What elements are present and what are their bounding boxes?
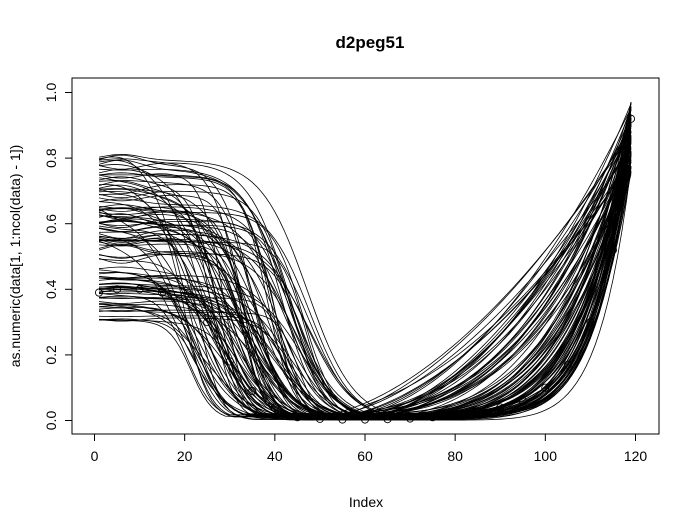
data-point-marker — [406, 414, 415, 423]
data-point-marker — [360, 415, 370, 424]
series-line — [98, 105, 632, 418]
y-tick-label: 0.4 — [43, 279, 59, 299]
series-line — [98, 157, 632, 419]
series-line — [99, 138, 632, 417]
x-axis-label: Index — [349, 494, 383, 510]
data-point-marker — [180, 291, 189, 300]
x-tick-label: 60 — [357, 448, 373, 464]
series-line — [98, 133, 632, 418]
data-point-marker — [563, 360, 572, 369]
x-tick-label: 100 — [534, 448, 558, 464]
series-layer — [98, 101, 632, 421]
data-point-marker — [203, 318, 212, 327]
series-line — [98, 161, 632, 417]
series-line — [98, 159, 632, 417]
highlighted-series-line — [98, 118, 632, 421]
x-axis: 0 20 40 60 80 100 120 — [91, 433, 648, 464]
x-tick-label: 20 — [177, 448, 193, 464]
series-line — [98, 104, 632, 418]
data-point-marker — [541, 383, 550, 392]
y-tick-label: 1.0 — [43, 83, 59, 103]
y-tick-label: 0.0 — [43, 411, 59, 431]
plot-box — [71, 77, 660, 435]
data-point-marker — [608, 245, 618, 254]
data-point-marker — [496, 403, 505, 412]
series-line — [98, 165, 632, 420]
data-point-marker — [248, 386, 257, 396]
y-axis-label: as.numeric(data[1, 1:ncol(data) - 1]) — [7, 145, 23, 368]
series-line — [98, 124, 632, 419]
data-point-marker — [428, 413, 437, 422]
series-line — [99, 125, 632, 416]
x-tick-label: 0 — [91, 448, 99, 464]
x-tick-label: 120 — [624, 448, 648, 464]
data-point-marker — [626, 114, 636, 123]
data-point-marker — [518, 396, 527, 405]
data-point-marker — [293, 413, 302, 422]
data-point-marker — [225, 357, 234, 366]
series-line — [98, 161, 632, 416]
y-tick-label: 0.8 — [43, 148, 59, 168]
data-point-marker — [112, 285, 122, 294]
data-point-marker — [270, 403, 279, 412]
x-tick-label: 80 — [447, 448, 463, 464]
series-line — [99, 139, 632, 420]
data-point-marker — [315, 414, 324, 423]
data-point-marker — [135, 285, 144, 294]
y-axis: 0.0 0.2 0.4 0.6 0.8 1.0 — [43, 83, 73, 431]
y-tick-label: 0.2 — [43, 345, 59, 365]
series-line — [98, 166, 632, 416]
data-point-marker — [338, 415, 347, 424]
data-point-marker — [473, 408, 482, 417]
data-point-marker — [94, 288, 104, 297]
data-point-marker — [586, 318, 595, 327]
marker-layer — [94, 114, 636, 424]
data-point-marker — [158, 288, 167, 297]
chart-title: d2peg51 — [336, 33, 405, 52]
data-point-marker — [451, 411, 460, 420]
data-point-marker — [383, 415, 392, 424]
x-tick-label: 40 — [267, 448, 283, 464]
y-tick-label: 0.6 — [43, 214, 59, 234]
